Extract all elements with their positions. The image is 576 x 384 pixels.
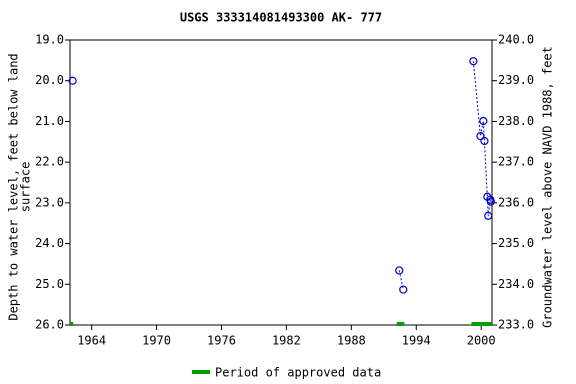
y-tick-label: 24.0 — [35, 236, 64, 250]
approved-period — [396, 322, 405, 326]
approved-period — [471, 322, 492, 326]
y-tick-label: 19.0 — [35, 33, 64, 47]
approved-period — [70, 322, 74, 326]
data-point — [480, 136, 489, 146]
y2-tick-label: 234.0 — [498, 277, 534, 291]
data-point — [479, 116, 488, 126]
y-tick-label: 23.0 — [35, 195, 64, 209]
x-tick-label: 2000 — [467, 334, 496, 348]
plot-frame — [69, 39, 493, 326]
y2-axis-label: Groundwater level above NAVD 1988, feet — [541, 46, 555, 328]
y-tick-label: 20.0 — [35, 73, 64, 87]
data-point — [68, 76, 77, 85]
x-tick-label: 1976 — [207, 334, 236, 348]
y2-tick-label: 238.0 — [498, 114, 534, 128]
y2-tick-label: 233.0 — [498, 318, 534, 332]
x-tick-label: 1982 — [272, 334, 301, 348]
data-point — [469, 57, 478, 66]
data-line — [398, 61, 492, 290]
y-tick-label: 26.0 — [35, 318, 64, 332]
data-point — [399, 285, 408, 294]
x-tick-label: 1970 — [142, 334, 171, 348]
legend-label: Period of approved data — [215, 366, 381, 380]
data-point — [484, 211, 493, 220]
data-point — [486, 197, 496, 206]
y2-tick-label: 240.0 — [498, 33, 534, 47]
y-tick-label: 21.0 — [35, 114, 64, 128]
y-axis-label: surface — [19, 162, 33, 213]
x-tick-label: 1964 — [77, 334, 106, 348]
y2-tick-label: 235.0 — [498, 236, 534, 250]
x-tick-label: 1988 — [337, 334, 366, 348]
y-axis-label: Depth to water level, feet below land — [7, 53, 21, 320]
y-tick-label: 25.0 — [35, 277, 64, 291]
y2-tick-label: 239.0 — [498, 73, 534, 87]
data-point — [476, 131, 485, 141]
x-tick-label: 1994 — [402, 334, 431, 348]
data-point — [395, 266, 404, 275]
y2-tick-label: 237.0 — [498, 155, 534, 169]
y2-tick-label: 236.0 — [498, 195, 534, 209]
chart-title: USGS 333314081493300 AK- 777 — [180, 11, 382, 25]
y-tick-label: 22.0 — [35, 155, 64, 169]
